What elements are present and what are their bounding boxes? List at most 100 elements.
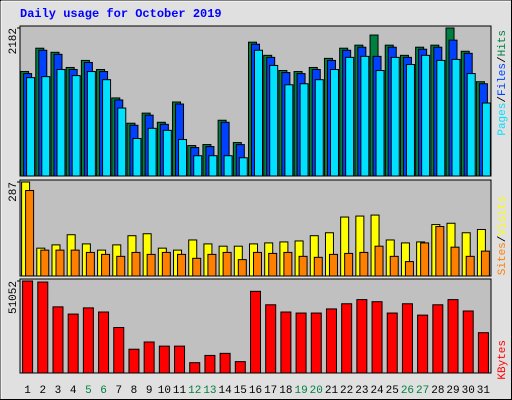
x-tick-label: 12 [188,385,201,397]
bar [314,79,324,177]
bar [341,303,353,374]
x-tick-label: 21 [325,385,339,397]
x-tick-label: 27 [416,385,429,397]
bar [223,155,233,177]
legend-entry: Visits [497,196,509,236]
bar [113,327,125,374]
x-tick-label: 1 [24,385,31,397]
legend: Pages/Files/Hits [497,30,509,136]
bar [132,137,142,177]
bar [265,304,277,374]
bar [41,76,51,177]
bar [37,281,49,374]
bar [131,251,141,277]
bar [204,354,216,374]
bar [250,290,261,374]
bar [356,299,368,374]
bar [386,312,398,374]
legend-entry: Files [497,63,509,96]
bar [328,253,338,277]
bar [462,310,474,374]
bar [162,129,172,177]
bar [237,259,247,277]
bar [344,252,354,277]
bar [208,155,218,177]
legend-separator: / [497,96,509,103]
bar [359,251,369,277]
bar [234,361,246,374]
bar [177,253,187,277]
bar [436,59,446,177]
x-tick-label: 3 [55,385,62,397]
x-tick-label: 30 [462,385,475,397]
chart-title: Daily usage for October 2019 [20,7,222,21]
x-tick-label: 23 [355,385,368,397]
bar [71,75,81,177]
legend-entry: Pages [497,103,509,136]
x-tick-label: 22 [340,385,353,397]
bar [325,308,337,374]
x-tick-label: 17 [264,385,277,397]
bar [360,55,370,177]
bar [371,301,383,374]
bar [435,226,445,277]
bar [421,54,431,177]
y-tick-label: 287 [8,182,20,202]
bar [268,252,278,277]
bar [280,311,292,374]
legend-separator: / [497,56,509,63]
legend-entry: Hits [497,30,509,56]
bar [283,251,293,277]
bar [174,345,186,374]
bar [70,249,80,277]
x-tick-label: 16 [249,385,262,397]
bar [480,250,490,277]
x-tick-label: 6 [100,385,107,397]
bar [56,69,66,177]
bar [147,127,157,177]
x-tick-label: 13 [203,385,216,397]
bar [432,304,444,374]
x-tick-label: 5 [85,385,92,397]
bar [222,251,232,277]
legend-entry: KBytes [497,340,509,380]
bar [98,311,110,374]
bar [451,58,461,177]
bar [405,63,415,177]
bar [390,56,400,177]
x-tick-label: 26 [401,385,414,397]
bar [295,312,307,374]
bar [284,84,294,177]
bar [40,249,50,277]
x-tick-label: 15 [234,385,247,397]
x-tick-label: 19 [294,385,307,397]
x-tick-label: 29 [446,385,459,397]
bar [238,157,248,177]
x-tick-label: 8 [131,385,138,397]
bar [466,73,476,177]
legend: KBytes [497,340,509,380]
bar [158,345,170,374]
bar [417,314,429,374]
x-tick-label: 4 [70,385,77,397]
bar [299,83,309,177]
y-tick-label: 2182 [8,28,20,54]
bar [67,313,79,374]
bar [128,348,140,374]
x-tick-label: 11 [173,385,187,397]
bar [253,251,262,277]
bar [178,139,188,177]
bar [55,249,65,277]
x-tick-label: 7 [115,385,122,397]
bar [298,255,308,277]
bar [207,253,217,277]
x-tick-label: 10 [158,385,171,397]
bar [86,71,96,177]
x-tick-label: 31 [477,385,491,397]
bar [146,253,156,277]
bar [22,280,34,374]
bar [85,251,95,277]
bar [404,261,414,277]
